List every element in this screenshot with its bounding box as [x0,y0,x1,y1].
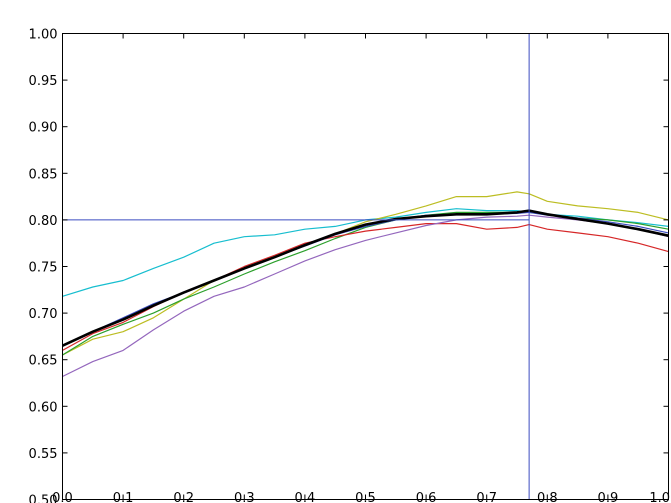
y-tick-label: 0.65 [29,354,58,369]
reference-lines [62,33,530,500]
x-tick-label: 1.0 [649,491,670,503]
x-tick-label: 0.5 [355,491,376,503]
y-tick-label: 0.90 [29,121,58,136]
y-tick-label: 1.00 [29,28,58,43]
series-line-mean [61,209,669,347]
y-tick-label: 0.55 [29,447,58,462]
y-tick-label: 0.70 [29,307,58,322]
x-tick-label: 0.9 [598,491,619,503]
series-layer [61,191,669,378]
y-tick-label: 0.75 [29,261,58,276]
x-tick-label: 0.2 [173,491,194,503]
x-tick-label: 0.6 [416,491,437,503]
y-tick-label: 0.85 [29,167,58,182]
y-tick-label: 0.95 [29,74,58,89]
x-tick-label: 0.0 [52,491,73,503]
x-tick-label: 0.3 [234,491,255,503]
x-tick-label: 0.1 [113,491,134,503]
x-tick-label: 0.8 [537,491,558,503]
axis-ticks: 0.0 0.1 0.2 0.3 0.4 0.5 0.6 0.7 0.8 0.9 1.0 0.50 0.5… [29,28,670,503]
y-tick-label: 0.50 [29,494,58,503]
x-tick-label: 0.7 [476,491,497,503]
series-line-5 [62,214,669,378]
x-tick-label: 0.4 [295,491,316,503]
series-line-2 [62,191,669,356]
y-tick-label: 0.80 [29,214,58,229]
y-tick-label: 0.60 [29,400,58,415]
